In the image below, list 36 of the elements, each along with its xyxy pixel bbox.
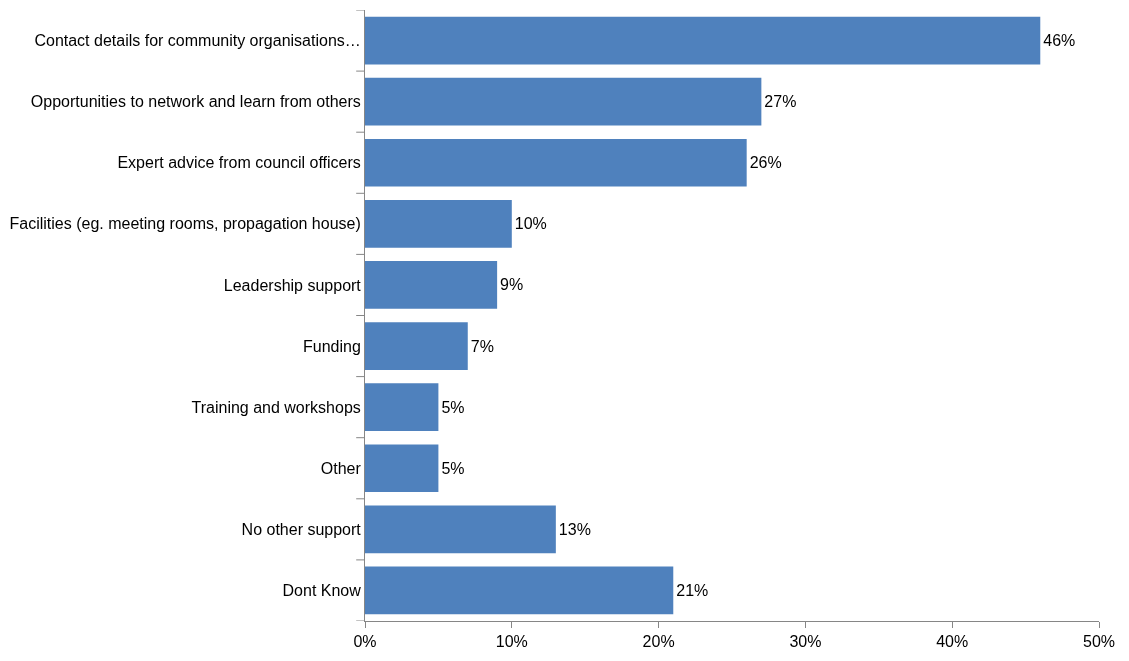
y-tick-label: Leadership support bbox=[223, 276, 362, 294]
data-label: 46% bbox=[1043, 32, 1076, 50]
y-tick-label: Funding bbox=[302, 337, 361, 355]
data-label: 10% bbox=[514, 215, 547, 233]
bar bbox=[365, 444, 439, 493]
x-tick-label: 20% bbox=[642, 633, 675, 651]
bar bbox=[365, 383, 439, 431]
y-tick-label: Opportunities to network and learn from others bbox=[30, 93, 361, 111]
data-label: 21% bbox=[676, 581, 709, 599]
data-label: 5% bbox=[441, 398, 465, 416]
bar bbox=[365, 322, 468, 370]
bar bbox=[365, 16, 1041, 65]
x-tick-label: 40% bbox=[936, 633, 969, 651]
y-tick-label: Other bbox=[320, 459, 362, 477]
x-tick-label: 0% bbox=[353, 633, 377, 651]
x-tick-label: 30% bbox=[789, 633, 822, 651]
data-label: 5% bbox=[441, 459, 465, 477]
bar bbox=[365, 138, 747, 187]
data-label: 9% bbox=[500, 276, 524, 294]
y-tick-label: Contact details for community organisations… bbox=[34, 32, 361, 50]
bar bbox=[365, 77, 762, 126]
x-tick-label: 10% bbox=[495, 633, 528, 651]
y-tick-label: No other support bbox=[241, 520, 362, 538]
x-tick-label: 50% bbox=[1082, 633, 1116, 651]
bar bbox=[365, 505, 556, 554]
data-label: 7% bbox=[470, 337, 494, 355]
y-tick-label: Training and workshops bbox=[191, 398, 361, 416]
data-label: 13% bbox=[558, 520, 591, 538]
y-tick-label: Expert advice from council officers bbox=[117, 154, 361, 172]
bar bbox=[365, 566, 674, 615]
bar bbox=[365, 261, 498, 309]
data-label: 27% bbox=[764, 93, 797, 111]
bar bbox=[365, 200, 512, 248]
y-tick-label: Facilities (eg. meeting rooms, propagation house) bbox=[9, 215, 361, 233]
y-tick-label: Dont Know bbox=[282, 582, 362, 600]
data-label: 26% bbox=[749, 154, 782, 172]
